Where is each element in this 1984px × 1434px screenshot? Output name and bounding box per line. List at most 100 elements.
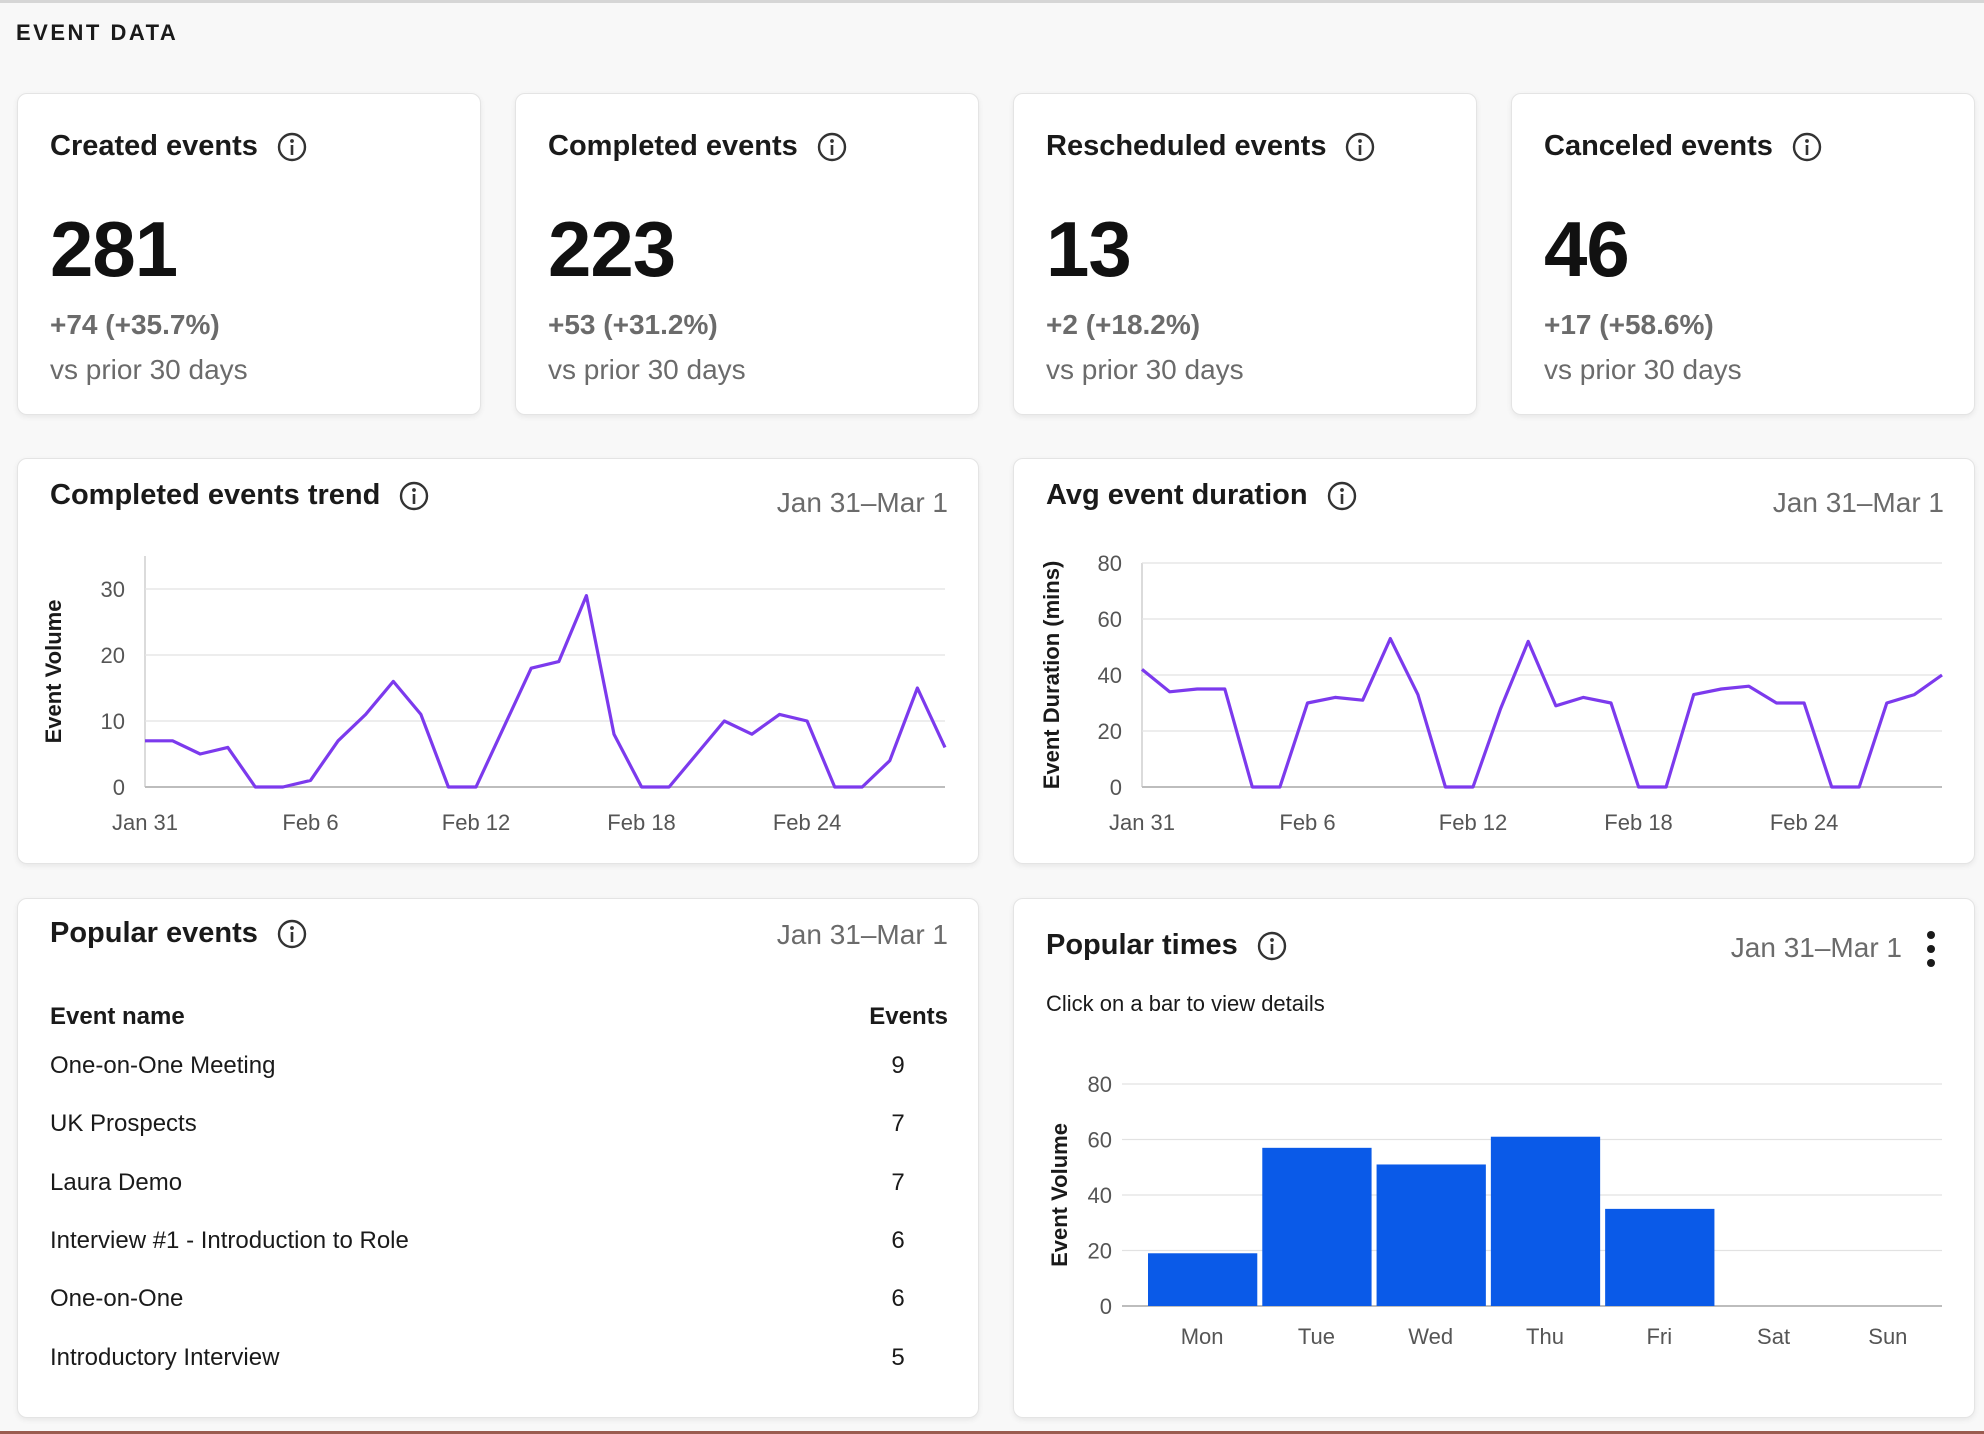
kebab-menu-icon[interactable]	[1924, 931, 1938, 975]
y-tick-label: 80	[1098, 551, 1122, 576]
info-icon[interactable]	[1791, 131, 1823, 163]
y-tick-label: 80	[1088, 1072, 1112, 1097]
date-range: Jan 31–Mar 1	[776, 919, 948, 950]
x-tick-label: Feb 12	[442, 810, 511, 835]
x-tick-label: Jan 31	[112, 810, 178, 835]
x-tick-label: Thu	[1526, 1324, 1564, 1349]
metric-card-completed: Completed events 223 +53 (+31.2%) vs pri…	[515, 93, 979, 415]
avg-duration-chart[interactable]: 0 20 40 60 80 Jan 31 Feb 6 Feb 12 Feb 18 Feb 24 Ev…	[1014, 459, 1976, 865]
metric-delta: +2 (+18.2%)	[1046, 309, 1201, 340]
y-tick-label: 0	[113, 775, 125, 800]
bar[interactable]	[1490, 1136, 1601, 1306]
metric-card-canceled: Canceled events 46 +17 (+58.6%) vs prior…	[1511, 93, 1975, 415]
metric-title: Completed events	[548, 130, 798, 162]
x-tick-label: Mon	[1181, 1324, 1224, 1349]
metric-comparison-label: vs prior 30 days	[1046, 354, 1244, 385]
x-tick-label: Feb 18	[1604, 810, 1673, 835]
x-tick-label: Sat	[1757, 1324, 1790, 1349]
top-border	[0, 0, 1984, 3]
info-icon[interactable]	[1256, 930, 1288, 962]
info-icon[interactable]	[1344, 131, 1376, 163]
bar[interactable]	[1605, 1208, 1715, 1306]
y-tick-label: 40	[1088, 1183, 1112, 1208]
popular-events-card: Popular events Jan 31–Mar 1 Event name E…	[17, 898, 979, 1418]
info-icon[interactable]	[276, 131, 308, 163]
date-range: Jan 31–Mar 1	[776, 487, 948, 518]
x-tick-label: Tue	[1298, 1324, 1335, 1349]
metric-value: 281	[50, 205, 178, 293]
x-tick-label: Sun	[1868, 1324, 1907, 1349]
event-name: Laura Demo	[50, 1169, 183, 1196]
trend-title: Completed events trend	[50, 479, 381, 511]
x-tick-label: Feb 18	[607, 810, 676, 835]
metric-title: Canceled events	[1544, 130, 1773, 162]
y-axis-label: Event Duration (mins)	[1039, 561, 1064, 790]
completed-trend-chart[interactable]: 0 10 20 30 Jan 31 Feb 6 Feb 12 Feb 18 Feb 24 Even…	[18, 459, 980, 865]
popular-times-title-row: Popular times	[1046, 929, 1288, 962]
metric-value: 223	[548, 205, 676, 293]
event-name: One-on-One Meeting	[50, 1052, 276, 1079]
popular-times-card: Popular times Jan 31–Mar 1 Click on a ba…	[1013, 898, 1975, 1418]
metric-title: Rescheduled events	[1046, 130, 1327, 162]
bar[interactable]	[1262, 1147, 1372, 1306]
popular-times-title: Popular times	[1046, 929, 1238, 961]
y-tick-label: 30	[101, 577, 125, 602]
duration-title-row: Avg event duration	[1046, 479, 1358, 512]
metric-value: 46	[1544, 205, 1630, 293]
event-count: 6	[891, 1285, 905, 1312]
event-name: Introductory Interview	[50, 1344, 280, 1371]
event-count: 7	[891, 1169, 905, 1196]
y-tick-label: 60	[1098, 607, 1122, 632]
trend-title-row: Completed events trend	[50, 479, 430, 512]
bar[interactable]	[1148, 1253, 1258, 1306]
x-tick-label: Feb 24	[773, 810, 842, 835]
date-range: Jan 31–Mar 1	[1730, 932, 1902, 963]
info-icon[interactable]	[816, 131, 848, 163]
event-count: 9	[891, 1052, 905, 1079]
metric-comparison-label: vs prior 30 days	[548, 354, 746, 385]
x-tick-label: Jan 31	[1109, 810, 1175, 835]
event-count: 5	[891, 1344, 905, 1371]
series-line	[1140, 637, 1943, 789]
duration-title: Avg event duration	[1046, 479, 1308, 511]
popular-times-subtitle: Click on a bar to view details	[1046, 991, 1325, 1016]
date-range: Jan 31–Mar 1	[1772, 487, 1944, 518]
metric-delta: +17 (+58.6%)	[1544, 309, 1714, 340]
metric-title-row: Completed events	[548, 130, 848, 163]
popular-events-title-row: Popular events	[50, 917, 308, 950]
bottom-border	[0, 1431, 1984, 1434]
metric-title-row: Created events	[50, 130, 308, 163]
y-tick-label: 0	[1110, 775, 1122, 800]
event-name: Interview #1 - Introduction to Role	[50, 1227, 409, 1254]
popular-times-chart[interactable]: 0 20 40 60 80 Event Volume Mon Tue Wed Thu Fri Sat S…	[1014, 899, 1976, 1419]
y-tick-label: 40	[1098, 663, 1122, 688]
info-icon[interactable]	[1326, 480, 1358, 512]
x-tick-label: Feb 6	[282, 810, 338, 835]
x-tick-label: Wed	[1408, 1324, 1453, 1349]
y-axis-label: Event Volume	[1047, 1123, 1072, 1267]
event-name: UK Prospects	[50, 1110, 197, 1137]
x-tick-label: Feb 24	[1770, 810, 1839, 835]
y-tick-label: 0	[1100, 1294, 1112, 1319]
column-header-event-name: Event name	[50, 1003, 185, 1030]
metric-title-row: Rescheduled events	[1046, 130, 1376, 163]
x-tick-label: Feb 12	[1439, 810, 1508, 835]
column-header-events: Events	[869, 1003, 948, 1030]
metric-title: Created events	[50, 130, 258, 162]
info-icon[interactable]	[276, 918, 308, 950]
metric-delta: +53 (+31.2%)	[548, 309, 718, 340]
popular-events-title: Popular events	[50, 917, 258, 949]
metric-comparison-label: vs prior 30 days	[50, 354, 248, 385]
bar[interactable]	[1376, 1164, 1486, 1306]
completed-trend-card: Completed events trend Jan 31–Mar 1 0 10 2…	[17, 458, 979, 864]
x-tick-label: Fri	[1646, 1324, 1672, 1349]
section-title: EVENT DATA	[16, 20, 179, 45]
event-count: 6	[891, 1227, 905, 1254]
y-tick-label: 20	[1088, 1239, 1112, 1264]
metric-card-rescheduled: Rescheduled events 13 +2 (+18.2%) vs pri…	[1013, 93, 1477, 415]
y-axis-label: Event Volume	[41, 600, 66, 744]
info-icon[interactable]	[398, 480, 430, 512]
metric-card-created: Created events 281 +74 (+35.7%) vs prior…	[17, 93, 481, 415]
event-name: One-on-One	[50, 1285, 184, 1312]
event-count: 7	[891, 1110, 905, 1137]
